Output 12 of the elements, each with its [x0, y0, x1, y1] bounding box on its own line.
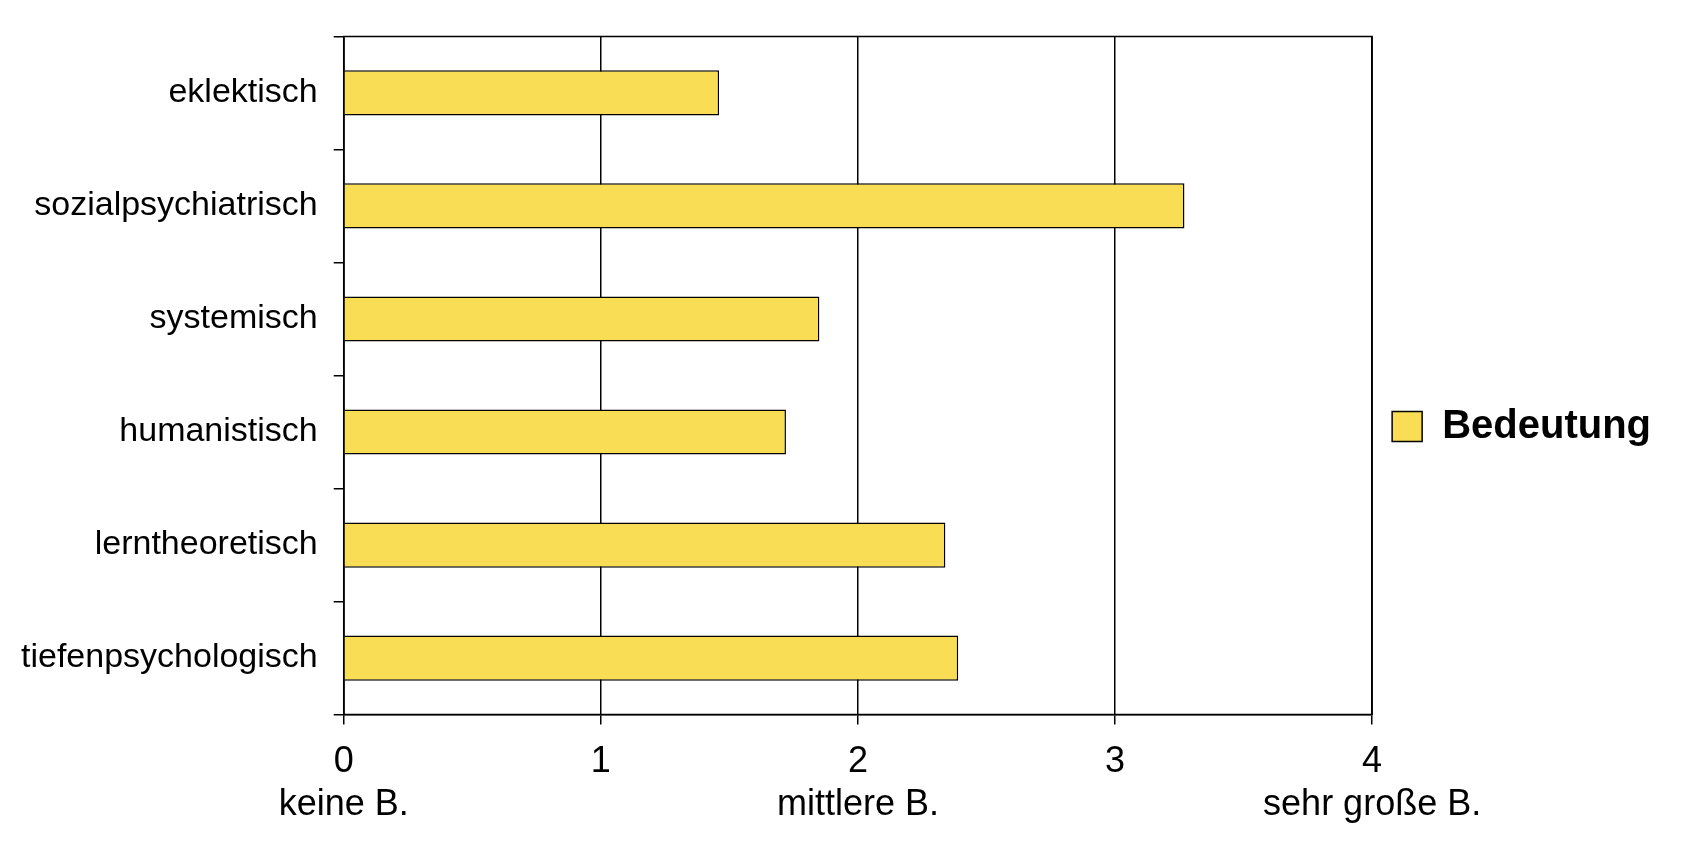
y-tick-label: eklektisch [168, 71, 318, 110]
y-tick-label: sozialpsychiatrisch [34, 184, 318, 223]
x-tick-label: 1 [590, 739, 611, 781]
x-tick-label: 2 mittlere B. [776, 739, 939, 824]
x-tick-label: 3 [1105, 739, 1126, 781]
x-tick-label: 0 keine B. [278, 739, 409, 824]
y-tick-label: lerntheoretisch [94, 523, 318, 562]
y-tick-label: tiefenpsychologisch [20, 636, 318, 675]
x-tick-label: 4 sehr große B. [1263, 739, 1482, 824]
legend-label: Bedeutung [1442, 401, 1652, 446]
y-tick-label: humanistisch [119, 410, 318, 449]
y-tick-label: systemisch [149, 297, 318, 336]
